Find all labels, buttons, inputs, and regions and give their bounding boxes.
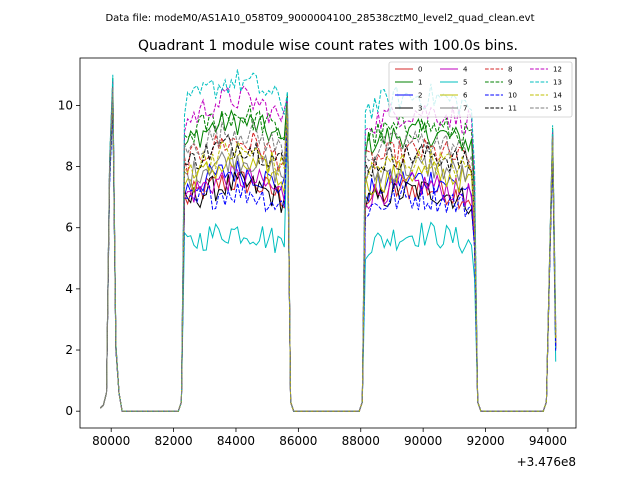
x-tick-label: 86000 bbox=[279, 434, 317, 448]
series-line-9 bbox=[99, 83, 557, 412]
x-tick-label: 84000 bbox=[217, 434, 255, 448]
y-axis: 0 2 4 6 8 10 bbox=[58, 98, 80, 418]
legend-label: 4 bbox=[463, 66, 468, 74]
legend-label: 7 bbox=[463, 105, 467, 113]
legend-label: 2 bbox=[418, 92, 422, 100]
legend-label: 13 bbox=[553, 79, 562, 87]
chart-title: Quadrant 1 module wise count rates with … bbox=[138, 38, 518, 54]
y-tick-label: 6 bbox=[65, 221, 73, 235]
y-tick-label: 2 bbox=[65, 343, 73, 357]
series-line-11 bbox=[99, 96, 557, 412]
series-line-0 bbox=[99, 93, 557, 412]
series-line-13 bbox=[99, 69, 557, 412]
series-line-7 bbox=[99, 93, 557, 412]
x-offset-label: +3.476e8 bbox=[517, 455, 576, 469]
legend-label: 5 bbox=[463, 79, 467, 87]
legend-label: 3 bbox=[418, 105, 422, 113]
legend-label: 8 bbox=[508, 66, 512, 74]
series-line-4 bbox=[99, 90, 557, 412]
y-tick-label: 10 bbox=[58, 98, 73, 112]
x-tick-label: 88000 bbox=[342, 434, 380, 448]
series-line-10 bbox=[99, 108, 557, 412]
legend-label: 12 bbox=[553, 66, 562, 74]
x-tick-label: 90000 bbox=[404, 434, 442, 448]
x-tick-label: 94000 bbox=[529, 434, 567, 448]
legend-label: 15 bbox=[553, 105, 562, 113]
y-tick-label: 8 bbox=[65, 160, 73, 174]
legend-label: 9 bbox=[508, 79, 512, 87]
x-tick-label: 92000 bbox=[466, 434, 504, 448]
series-line-12 bbox=[99, 80, 557, 412]
x-tick-label: 80000 bbox=[92, 434, 130, 448]
series-line-2 bbox=[99, 86, 557, 412]
series-line-5 bbox=[99, 105, 557, 412]
data-file-suptitle: Data file: modeM0/AS1A10_058T09_90000041… bbox=[105, 13, 534, 24]
series-line-15 bbox=[99, 86, 557, 412]
series-line-6 bbox=[99, 96, 557, 412]
legend-label: 1 bbox=[418, 79, 422, 87]
legend-box bbox=[388, 61, 573, 118]
y-tick-label: 4 bbox=[65, 282, 73, 296]
series-line-8 bbox=[99, 86, 557, 412]
legend-label: 11 bbox=[508, 105, 517, 113]
x-tick-label: 82000 bbox=[154, 434, 192, 448]
legend-label: 14 bbox=[553, 92, 562, 100]
series-line-3 bbox=[99, 99, 557, 412]
legend-label: 6 bbox=[463, 92, 468, 100]
plot-frame bbox=[79, 57, 577, 429]
series-line-14 bbox=[99, 90, 557, 412]
legend-label: 0 bbox=[418, 66, 422, 74]
series-line-1 bbox=[99, 77, 557, 412]
legend-label: 10 bbox=[508, 92, 517, 100]
y-tick-label: 0 bbox=[65, 404, 73, 418]
x-axis: 80000 82000 84000 86000 88000 90000 92000 94000 bbox=[92, 428, 567, 448]
